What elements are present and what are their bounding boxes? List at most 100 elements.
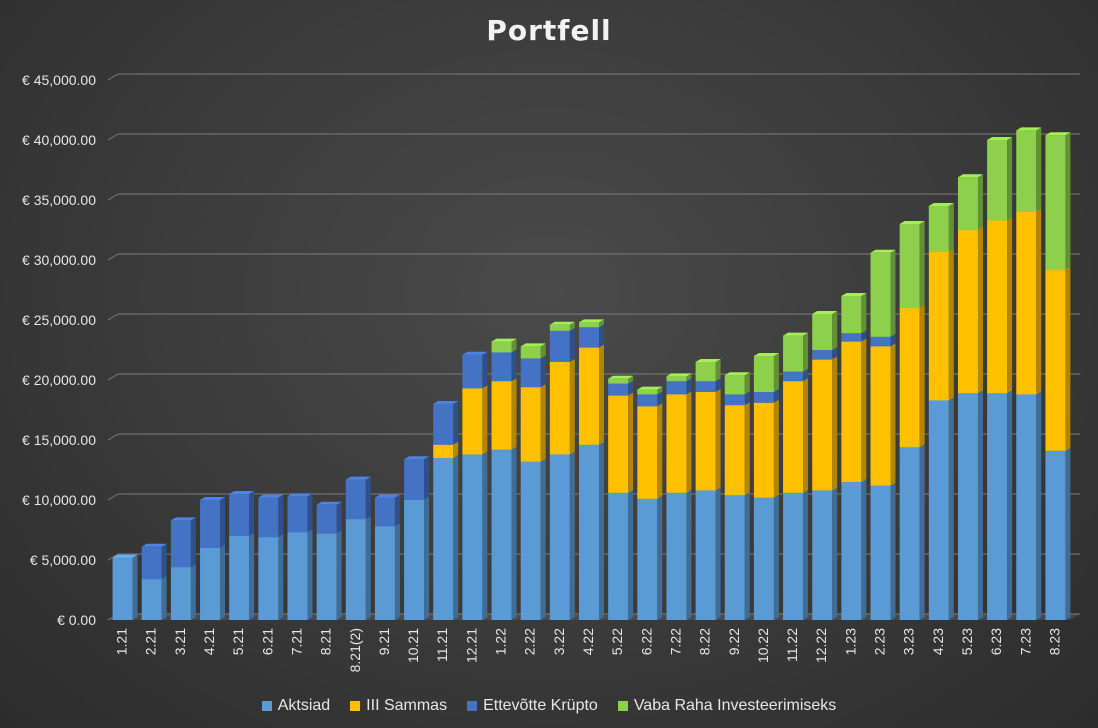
x-tick-label: 1.21 xyxy=(114,628,130,655)
bar-side xyxy=(1065,132,1071,270)
bar-side xyxy=(628,380,634,396)
bar-segment xyxy=(1016,394,1037,620)
bar-top xyxy=(345,476,371,480)
bar-side xyxy=(628,375,634,384)
bar-side xyxy=(773,399,779,498)
bar-side xyxy=(832,347,838,360)
x-tick-label: 3.21 xyxy=(172,628,188,655)
bar-side xyxy=(307,493,313,533)
bar-segment xyxy=(258,537,279,620)
bar-segment xyxy=(666,381,687,395)
bar-side xyxy=(1007,217,1013,394)
x-tick-label: 12.22 xyxy=(813,628,829,663)
bar-segment xyxy=(812,314,833,350)
bar-side xyxy=(394,494,400,527)
bar-side xyxy=(161,543,167,580)
bar-segment xyxy=(695,381,716,392)
bar-side xyxy=(394,523,400,620)
bar-top xyxy=(141,543,167,547)
bar-side xyxy=(540,355,546,388)
bar-side xyxy=(919,305,925,448)
x-tick-label: 8.21(2) xyxy=(347,628,363,672)
bar-segment xyxy=(433,444,454,458)
bar-side xyxy=(657,403,663,499)
legend-swatch xyxy=(350,701,361,711)
bar-segment xyxy=(695,362,716,382)
bar-side xyxy=(686,489,692,620)
x-tick-label: 7.22 xyxy=(667,628,683,655)
chart-title: Portfell xyxy=(486,14,612,47)
bar-side xyxy=(220,497,226,548)
bar-side xyxy=(832,311,838,350)
bar-segment xyxy=(783,371,804,382)
bar-segment xyxy=(987,393,1008,620)
bar-segment xyxy=(695,490,716,620)
bar-side xyxy=(336,501,342,534)
legend-label: Aktsiad xyxy=(277,697,331,714)
bar-segment xyxy=(1016,130,1037,212)
y-tick-label: € 30,000.00 xyxy=(22,252,96,268)
bar-segment xyxy=(666,394,687,493)
bar-segment xyxy=(229,536,250,620)
bar-segment xyxy=(316,533,337,620)
bar-side xyxy=(890,343,896,486)
bar-side xyxy=(453,455,459,620)
bar-segment xyxy=(200,548,221,620)
bar-segment xyxy=(1045,135,1066,270)
bar-segment xyxy=(987,140,1008,221)
bar-side xyxy=(161,576,167,620)
bar-top xyxy=(112,554,138,558)
bar-side xyxy=(278,494,284,538)
bar-side xyxy=(424,456,430,500)
y-tick-label: € 5,000.00 xyxy=(30,552,96,568)
bar-top xyxy=(812,311,838,314)
bar-side xyxy=(803,378,809,493)
bar-side xyxy=(890,249,896,337)
bar-side xyxy=(511,378,517,450)
x-tick-label: 2.23 xyxy=(872,628,888,655)
bar-segment xyxy=(608,492,629,620)
bar-segment xyxy=(812,350,833,360)
bar-top xyxy=(229,491,255,494)
bar-side xyxy=(657,386,663,395)
bar-top xyxy=(491,338,517,342)
y-tick-label: € 15,000.00 xyxy=(22,432,96,448)
bar-side xyxy=(657,495,663,620)
bar-top xyxy=(520,343,546,347)
bar-top xyxy=(899,221,925,224)
y-tick-label: € 25,000.00 xyxy=(22,312,96,328)
x-tick-label: 2.22 xyxy=(522,628,538,655)
x-tick-label: 9.22 xyxy=(726,628,742,655)
x-tick-label: 11.22 xyxy=(784,628,800,662)
bar-segment xyxy=(957,177,978,230)
bar-top xyxy=(608,375,634,379)
bar-segment xyxy=(520,346,541,359)
bar-side xyxy=(977,227,983,394)
legend-label: III Sammas xyxy=(366,697,448,714)
bar-segment xyxy=(870,336,891,347)
bar-segment xyxy=(520,387,541,462)
bar-segment xyxy=(812,490,833,620)
legend-item: Aktsiad xyxy=(261,697,331,715)
x-tick-label: 2.21 xyxy=(143,628,159,655)
bar-segment xyxy=(841,482,862,620)
bar-side xyxy=(307,529,313,620)
bar-side xyxy=(744,492,750,620)
legend-swatch xyxy=(467,701,478,711)
bar-side xyxy=(715,359,721,382)
bar-segment xyxy=(724,394,745,406)
bar-side xyxy=(744,372,750,395)
x-tick-label: 3.22 xyxy=(551,628,567,655)
bar-segment xyxy=(258,497,279,538)
bar-segment xyxy=(287,532,308,620)
bar-side xyxy=(919,221,925,308)
bar-segment xyxy=(462,354,483,389)
x-tick-label: 10.21 xyxy=(405,628,421,663)
bar-segment xyxy=(987,220,1008,394)
bar-side xyxy=(365,476,371,520)
bar-segment xyxy=(141,579,162,620)
bar-side xyxy=(803,489,809,620)
legend-label: Vaba Raha Investeerimiseks xyxy=(633,697,837,714)
bar-side xyxy=(715,378,721,392)
bar-top xyxy=(928,203,954,206)
